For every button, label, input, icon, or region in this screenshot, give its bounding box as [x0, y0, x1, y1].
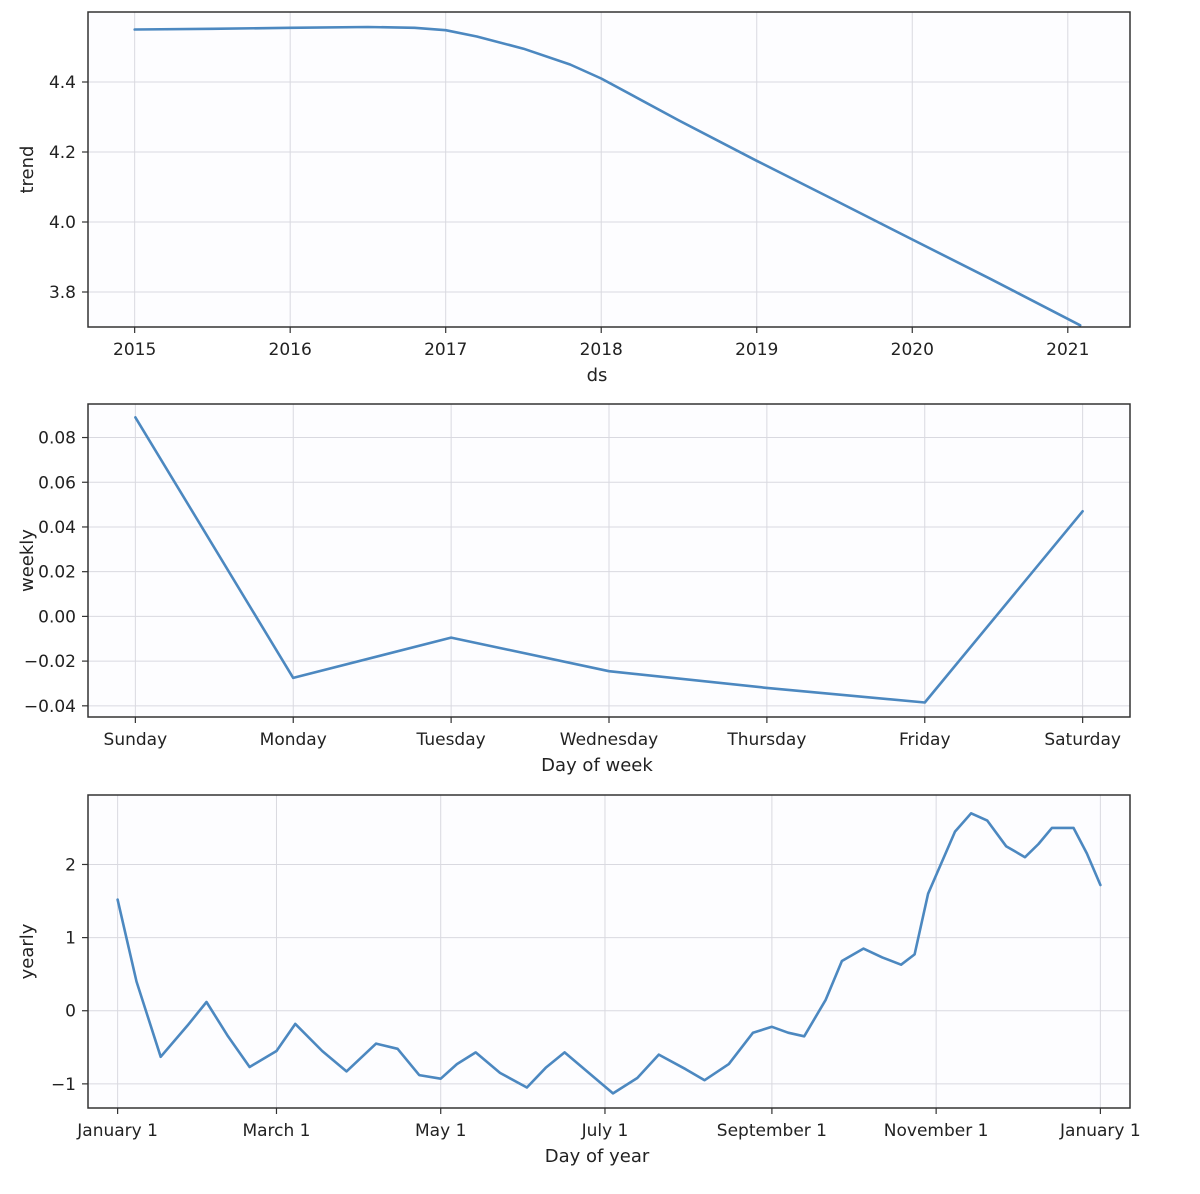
- weekly-xtick-label-3: Wednesday: [560, 730, 658, 750]
- trend-xtick-label-3: 2018: [580, 340, 623, 360]
- yearly-xtick-label-3: July 1: [581, 1121, 629, 1141]
- yearly-xaxis-label: Day of year: [545, 1146, 650, 1167]
- weekly-ytick-label-6: 0.08: [38, 429, 76, 449]
- weekly-xtick-label-6: Saturday: [1044, 730, 1121, 750]
- yearly-xtick-label-5: November 1: [884, 1121, 989, 1141]
- weekly-chart: Sunday Monday Tuesday Wednesday Thursday Frid…: [17, 403, 1131, 776]
- yearly-xtick-label-4: September 1: [717, 1121, 827, 1141]
- weekly-xtick-label-2: Tuesday: [416, 730, 486, 750]
- yearly-xtick-label-2: May 1: [415, 1121, 466, 1141]
- weekly-xaxis-label: Day of week: [541, 755, 653, 776]
- weekly-ytick-label-0: −0.04: [24, 697, 76, 717]
- yearly-xtick-label-6: January 1: [1059, 1121, 1141, 1141]
- weekly-xtick-label-4: Thursday: [726, 730, 806, 750]
- yearly-series-line: [116, 812, 1102, 1095]
- weekly-ytick-label-4: 0.04: [38, 518, 76, 538]
- weekly-ytick-label-5: 0.06: [38, 473, 76, 493]
- weekly-xtick-label-5: Friday: [899, 730, 951, 750]
- yearly-xtick-label-1: March 1: [242, 1121, 310, 1141]
- trend-xtick-label-0: 2015: [113, 340, 156, 360]
- trend-ytick-label-1: 4.0: [49, 213, 76, 233]
- weekly-ytick-label-3: 0.02: [38, 563, 76, 583]
- trend-ytick-label-0: 3.8: [49, 283, 76, 303]
- yearly-ytick-label-0: −1: [51, 1075, 76, 1095]
- yearly-yaxis-label: yearly: [17, 923, 38, 979]
- weekly-yaxis-label: weekly: [17, 529, 38, 592]
- trend-plot-area: [88, 12, 1130, 327]
- trend-xtick-label-1: 2016: [269, 340, 312, 360]
- trend-xtick-label-4: 2019: [735, 340, 778, 360]
- weekly-ytick-label-1: −0.02: [24, 652, 76, 672]
- yearly-xtick-label-0: January 1: [76, 1121, 158, 1141]
- yearly-chart: January 1 March 1 May 1 July 1 September 1 No…: [17, 794, 1141, 1167]
- yearly-ytick-label-1: 0: [65, 1002, 76, 1022]
- weekly-xtick-label-1: Monday: [260, 730, 327, 750]
- trend-xtick-label-2: 2017: [424, 340, 467, 360]
- yearly-ytick-label-2: 1: [65, 929, 76, 949]
- yearly-plot-area: [88, 795, 1130, 1108]
- trend-axes-frame: [87, 11, 1131, 328]
- trend-xtick-label-5: 2020: [891, 340, 934, 360]
- yearly-ytick-label-3: 2: [65, 855, 76, 875]
- trend-xaxis-label: ds: [587, 365, 608, 386]
- trend-yaxis-label: trend: [17, 146, 38, 194]
- trend-xtick-label-6: 2021: [1046, 340, 1089, 360]
- trend-ytick-label-3: 4.4: [49, 73, 76, 93]
- trend-chart: 2015 2016 2017 2018 2019 2020 2021 3.8 4.0 4.2 4.4…: [17, 11, 1131, 386]
- weekly-series-line: [134, 416, 1084, 704]
- trend-series-line: [133, 25, 1082, 327]
- yearly-axes-frame: [87, 794, 1131, 1109]
- trend-ytick-label-2: 4.2: [49, 143, 76, 163]
- weekly-ytick-label-2: 0.00: [38, 607, 76, 627]
- weekly-xtick-label-0: Sunday: [104, 730, 168, 750]
